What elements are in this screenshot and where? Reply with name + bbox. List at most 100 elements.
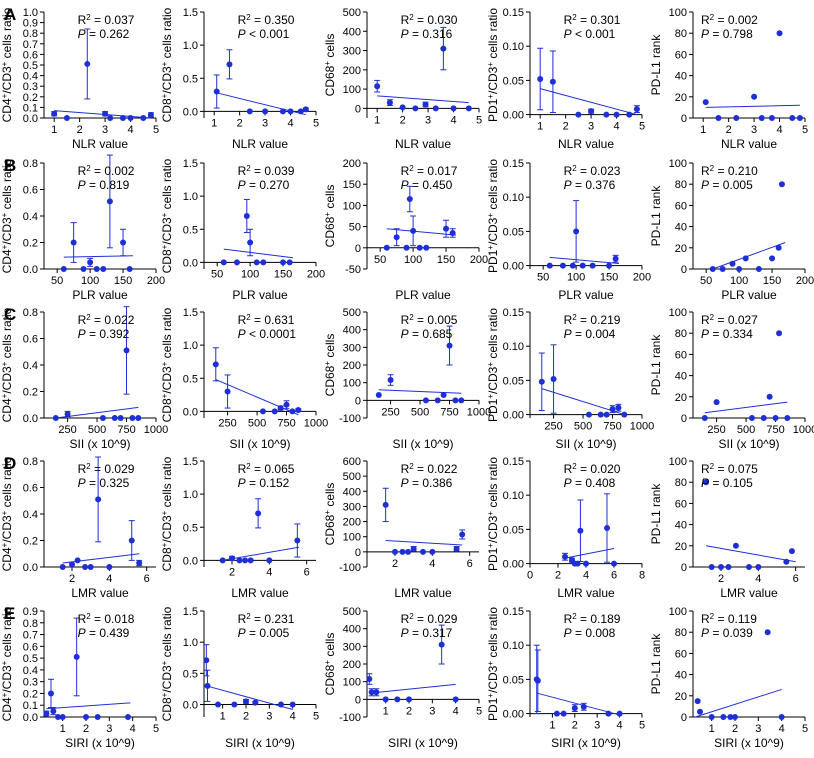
panel-row-a: A0.00.10.20.30.40.50.60.70.80.91.01 2 3 4 5N…: [0, 5, 808, 151]
data-point: [713, 399, 720, 406]
y-tick-label: 400: [343, 624, 361, 636]
y-tick-label: 0.4: [23, 360, 38, 372]
data-point: [224, 388, 231, 395]
x-tick-label: 5: [153, 723, 159, 735]
data-point: [51, 110, 58, 117]
x-tick-label: 2: [83, 723, 89, 735]
y-tick-label: 0.7: [23, 630, 38, 642]
regression-line: [385, 540, 463, 546]
y-tick-label: 0.0: [183, 257, 198, 269]
y-tick-label: 100: [669, 158, 687, 170]
y-tick-label: 80: [675, 477, 687, 489]
x-tick-label: 1: [211, 117, 217, 129]
r-squared-label: R2 = 0.030: [401, 13, 458, 28]
x-tick-label: 1: [60, 723, 66, 735]
data-point: [294, 537, 301, 544]
x-tick-label: 4: [429, 558, 435, 570]
scatter-panel: 0.0 0.2 0.4 0.6 0.8 50 100 150 200 PLR value CD4+/…: [0, 154, 165, 302]
x-tick-label: 500: [574, 421, 592, 433]
data-point: [247, 239, 254, 246]
data-point: [80, 266, 87, 272]
x-tick-label: 3: [429, 705, 435, 717]
data-point: [611, 560, 617, 567]
data-point: [452, 696, 459, 703]
y-tick-label: 100: [343, 84, 361, 96]
data-point: [720, 714, 727, 720]
p-value-label: P = 0.005: [701, 178, 753, 192]
data-point: [606, 262, 613, 269]
x-tick-label: 50: [700, 275, 712, 287]
data-point: [119, 115, 126, 121]
data-point: [788, 548, 795, 555]
y-tick-label: 60: [675, 200, 687, 212]
x-axis-label: SIRI (x 10^9): [65, 736, 135, 750]
data-point: [226, 61, 233, 68]
y-tick-label: 20: [675, 691, 687, 703]
p-value-label: P = 0.439: [78, 626, 130, 640]
x-tick-label: 3: [755, 723, 761, 735]
scatter-panel: -100 0 100 200 300 400 500 1 2 3 4 5 SIRI (x 10^9) CD…: [323, 606, 483, 750]
scatter-panel: 0.00 0.05 0.10 0.15 50 100 150 200 PLR value PD1+…: [486, 158, 652, 302]
data-point: [422, 101, 429, 108]
data-point: [789, 115, 796, 121]
y-axis-label: CD8+/CD3+ cells ratio: [160, 7, 175, 122]
y-tick-label: 200: [343, 517, 361, 529]
y-tick-label: 80: [675, 28, 687, 40]
y-tick-label: 0.5: [183, 522, 198, 534]
data-point: [755, 564, 762, 570]
data-point: [43, 710, 50, 717]
y-axis-label: CD68+ cells: [323, 483, 338, 546]
x-tick-label: 1000: [630, 421, 654, 433]
x-tick-label: 750: [603, 421, 621, 433]
scatter-panel: 0 20 40 60 80 100 2 4 6 LMR value PD-L1 rank R2 = 0…: [649, 456, 805, 600]
row-label: D: [4, 454, 16, 473]
x-tick-label: 5: [639, 720, 645, 732]
data-point: [458, 397, 465, 404]
x-axis-label: SII (x 10^9): [719, 437, 780, 451]
y-axis-label: CD8+/CD3+ cells ratio: [160, 606, 175, 721]
data-point: [106, 198, 113, 205]
regression-line: [695, 688, 782, 718]
x-tick-label: 1: [537, 121, 543, 133]
y-tick-label: 0.7: [23, 39, 38, 51]
y-tick-label: 0.3: [23, 81, 38, 93]
x-axis-label: PLR value: [721, 288, 777, 302]
y-tick-label: 0.0: [183, 106, 198, 118]
data-point: [778, 714, 785, 720]
r-squared-label: R2 = 0.029: [78, 462, 135, 477]
r-squared-label: R2 = 0.350: [238, 13, 295, 28]
data-point: [585, 411, 592, 418]
data-point: [94, 714, 101, 720]
data-point: [453, 545, 460, 552]
data-point: [438, 641, 445, 648]
y-tick-label: 0.2: [23, 238, 38, 250]
data-point: [784, 415, 791, 421]
data-point: [626, 111, 633, 118]
x-tick-label: 250: [544, 421, 562, 433]
data-point: [708, 714, 715, 720]
data-point: [366, 676, 373, 683]
data-point: [776, 330, 783, 337]
y-tick-label: 80: [675, 328, 687, 340]
data-point: [553, 710, 560, 717]
scatter-panel: 0.00.10.20.30.40.50.60.70.80.9 1 2 3 4 5 SIRI …: [0, 606, 159, 750]
x-tick-label: 1000: [467, 406, 491, 418]
y-tick-label: 0.8: [23, 618, 38, 630]
y-tick-label: 200: [343, 65, 361, 77]
data-point: [394, 696, 401, 703]
data-point: [283, 401, 290, 408]
data-point: [229, 555, 235, 562]
x-tick-label: 2: [572, 720, 578, 732]
y-tick-label: 300: [343, 501, 361, 513]
data-point: [48, 690, 54, 697]
data-point: [83, 714, 89, 720]
scatter-panel: 0.00 0.05 0.10 0.15 1 2 3 4 5 NLR value PD1+/CD3+ …: [486, 7, 646, 151]
y-tick-label: 0.15: [503, 606, 524, 618]
regression-line: [377, 95, 469, 104]
y-tick-label: 300: [343, 46, 361, 58]
data-point: [59, 714, 66, 720]
data-point: [758, 115, 765, 121]
